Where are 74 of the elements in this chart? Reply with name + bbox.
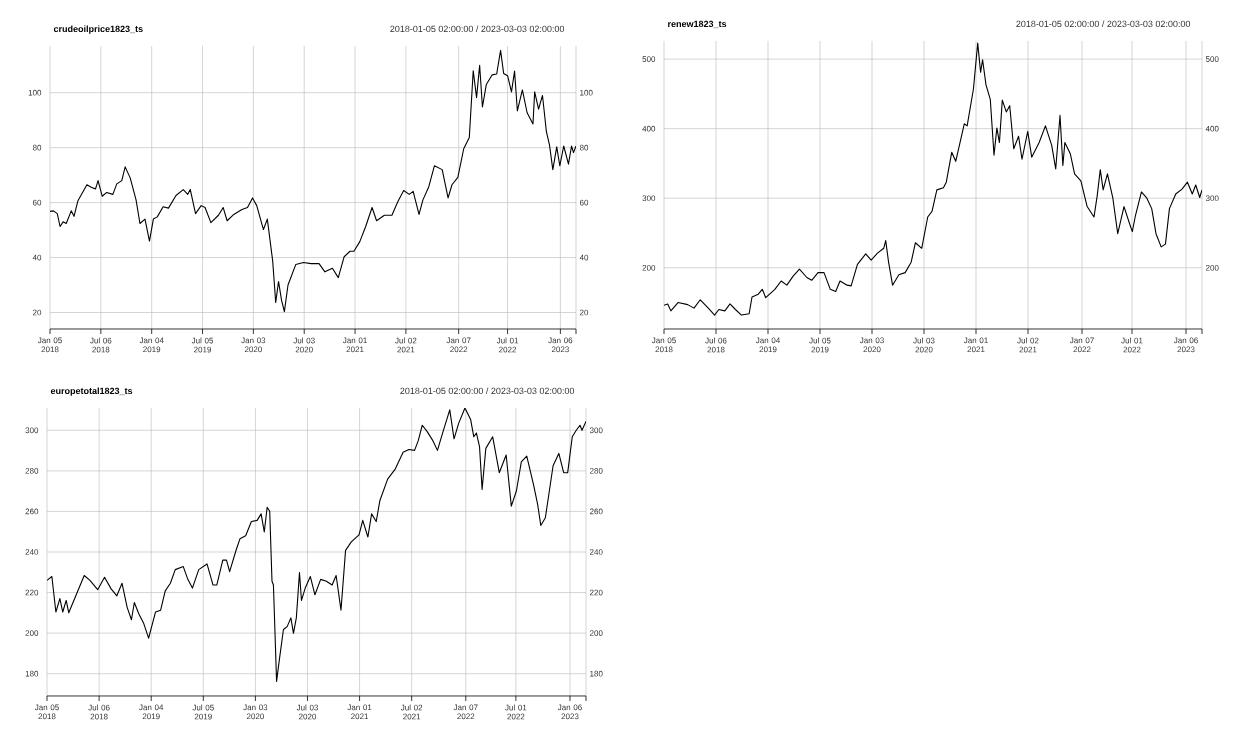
x-tick-label: Jul 01 2022 — [496, 337, 519, 353]
y2-tick-label: 300 — [1205, 195, 1219, 202]
x-tick-label: Jan 04 2019 — [755, 337, 780, 353]
x-tick-label: Jan 06 2023 — [548, 337, 573, 353]
x-tick-label: Jan 07 2022 — [446, 337, 471, 353]
x-tick-label: Jan 01 2021 — [963, 337, 988, 353]
y-tick-label: 260 — [25, 508, 39, 515]
y2-tick-label: 180 — [590, 670, 603, 677]
y2-tick-label: 300 — [589, 427, 603, 434]
line-series — [664, 42, 1202, 316]
x-tick-label: Jul 02 2021 — [395, 337, 417, 353]
x-tick-label: Jul 01 2022 — [1121, 337, 1143, 353]
y2-tick-label: 200 — [589, 630, 603, 636]
x-tick-label: Jan 05 2018 — [37, 337, 62, 353]
y-tick-label: 300 — [25, 427, 39, 434]
x-tick-label: Jan 06 2023 — [557, 704, 582, 720]
chart-subtitle: 2018-01-05 02:00:00 / 2023-03-03 02:00:00 — [1016, 20, 1191, 28]
y-tick-label: 20 — [32, 309, 42, 316]
y-tick-label: 180 — [25, 670, 39, 677]
x-tick-label: Jul 06 2018 — [705, 337, 727, 353]
y2-tick-label: 20 — [579, 309, 589, 316]
y2-tick-label: 200 — [1205, 264, 1219, 271]
x-tick-label: Jan 07 2022 — [453, 704, 478, 720]
x-tick-label: Jul 06 2018 — [88, 704, 110, 720]
x-tick-label: Jul 02 2021 — [1017, 337, 1039, 353]
y-tick-label: 100 — [28, 89, 42, 96]
y2-tick-label: 260 — [589, 508, 603, 515]
y2-tick-label: 100 — [580, 89, 593, 96]
x-tick-label: Jan 06 2023 — [1173, 337, 1198, 353]
x-tick-label: Jul 05 2019 — [809, 337, 831, 353]
y-tick-label: 220 — [25, 589, 39, 596]
x-tick-label: Jan 05 2018 — [651, 337, 676, 353]
y2-tick-label: 80 — [579, 144, 589, 151]
x-tick-label: Jan 03 2020 — [859, 337, 884, 353]
x-tick-label: Jul 01 2022 — [505, 704, 527, 720]
chart-title: europetotal1823_ts — [50, 387, 133, 396]
x-tick-label: Jul 03 2020 — [293, 337, 315, 353]
y-tick-label: 80 — [32, 144, 42, 151]
y-tick-label: 200 — [642, 264, 656, 271]
y2-tick-label: 400 — [1205, 125, 1219, 132]
y-tick-label: 200 — [25, 630, 39, 636]
x-tick-label: Jul 02 2021 — [400, 704, 423, 720]
x-tick-label: Jul 06 2018 — [90, 337, 112, 353]
y2-tick-label: 60 — [579, 199, 589, 206]
line-series — [47, 407, 587, 682]
y-tick-label: 500 — [642, 56, 656, 62]
x-tick-label: Jul 03 2020 — [296, 704, 319, 720]
chart-subtitle: 2018-01-05 02:00:00 / 2023-03-03 02:00:00 — [400, 387, 575, 395]
y-tick-label: 40 — [32, 254, 42, 261]
y-tick-label: 60 — [32, 199, 42, 206]
x-tick-label: Jan 01 2021 — [342, 337, 367, 353]
y-tick-label: 300 — [642, 195, 656, 202]
chart-title: renew1823_ts — [668, 20, 727, 29]
line-series — [50, 49, 577, 313]
y-tick-label: 240 — [25, 549, 39, 555]
x-tick-label: Jan 07 2022 — [1069, 337, 1094, 353]
y-tick-label: 280 — [25, 468, 39, 474]
x-tick-label: Jan 03 2020 — [243, 704, 268, 720]
x-tick-label: Jan 01 2021 — [347, 704, 372, 720]
x-tick-label: Jul 03 2020 — [913, 337, 935, 353]
chart-title: crudeoilprice1823_ts — [53, 25, 143, 34]
chart-subtitle: 2018-01-05 02:00:00 / 2023-03-03 02:00:00 — [390, 25, 565, 33]
x-tick-label: Jul 05 2019 — [192, 704, 214, 720]
x-tick-label: Jan 03 2020 — [241, 337, 266, 353]
y2-tick-label: 240 — [589, 549, 603, 555]
y2-tick-label: 280 — [589, 468, 603, 474]
x-tick-label: Jan 05 2018 — [34, 704, 59, 720]
y2-tick-label: 40 — [579, 254, 589, 261]
x-tick-label: Jan 04 2019 — [139, 704, 164, 720]
y2-tick-label: 500 — [1205, 56, 1219, 62]
y2-tick-label: 220 — [589, 589, 603, 596]
x-tick-label: Jul 05 2019 — [191, 337, 214, 353]
y-tick-label: 400 — [642, 125, 656, 132]
x-tick-label: Jan 04 2019 — [139, 337, 164, 353]
